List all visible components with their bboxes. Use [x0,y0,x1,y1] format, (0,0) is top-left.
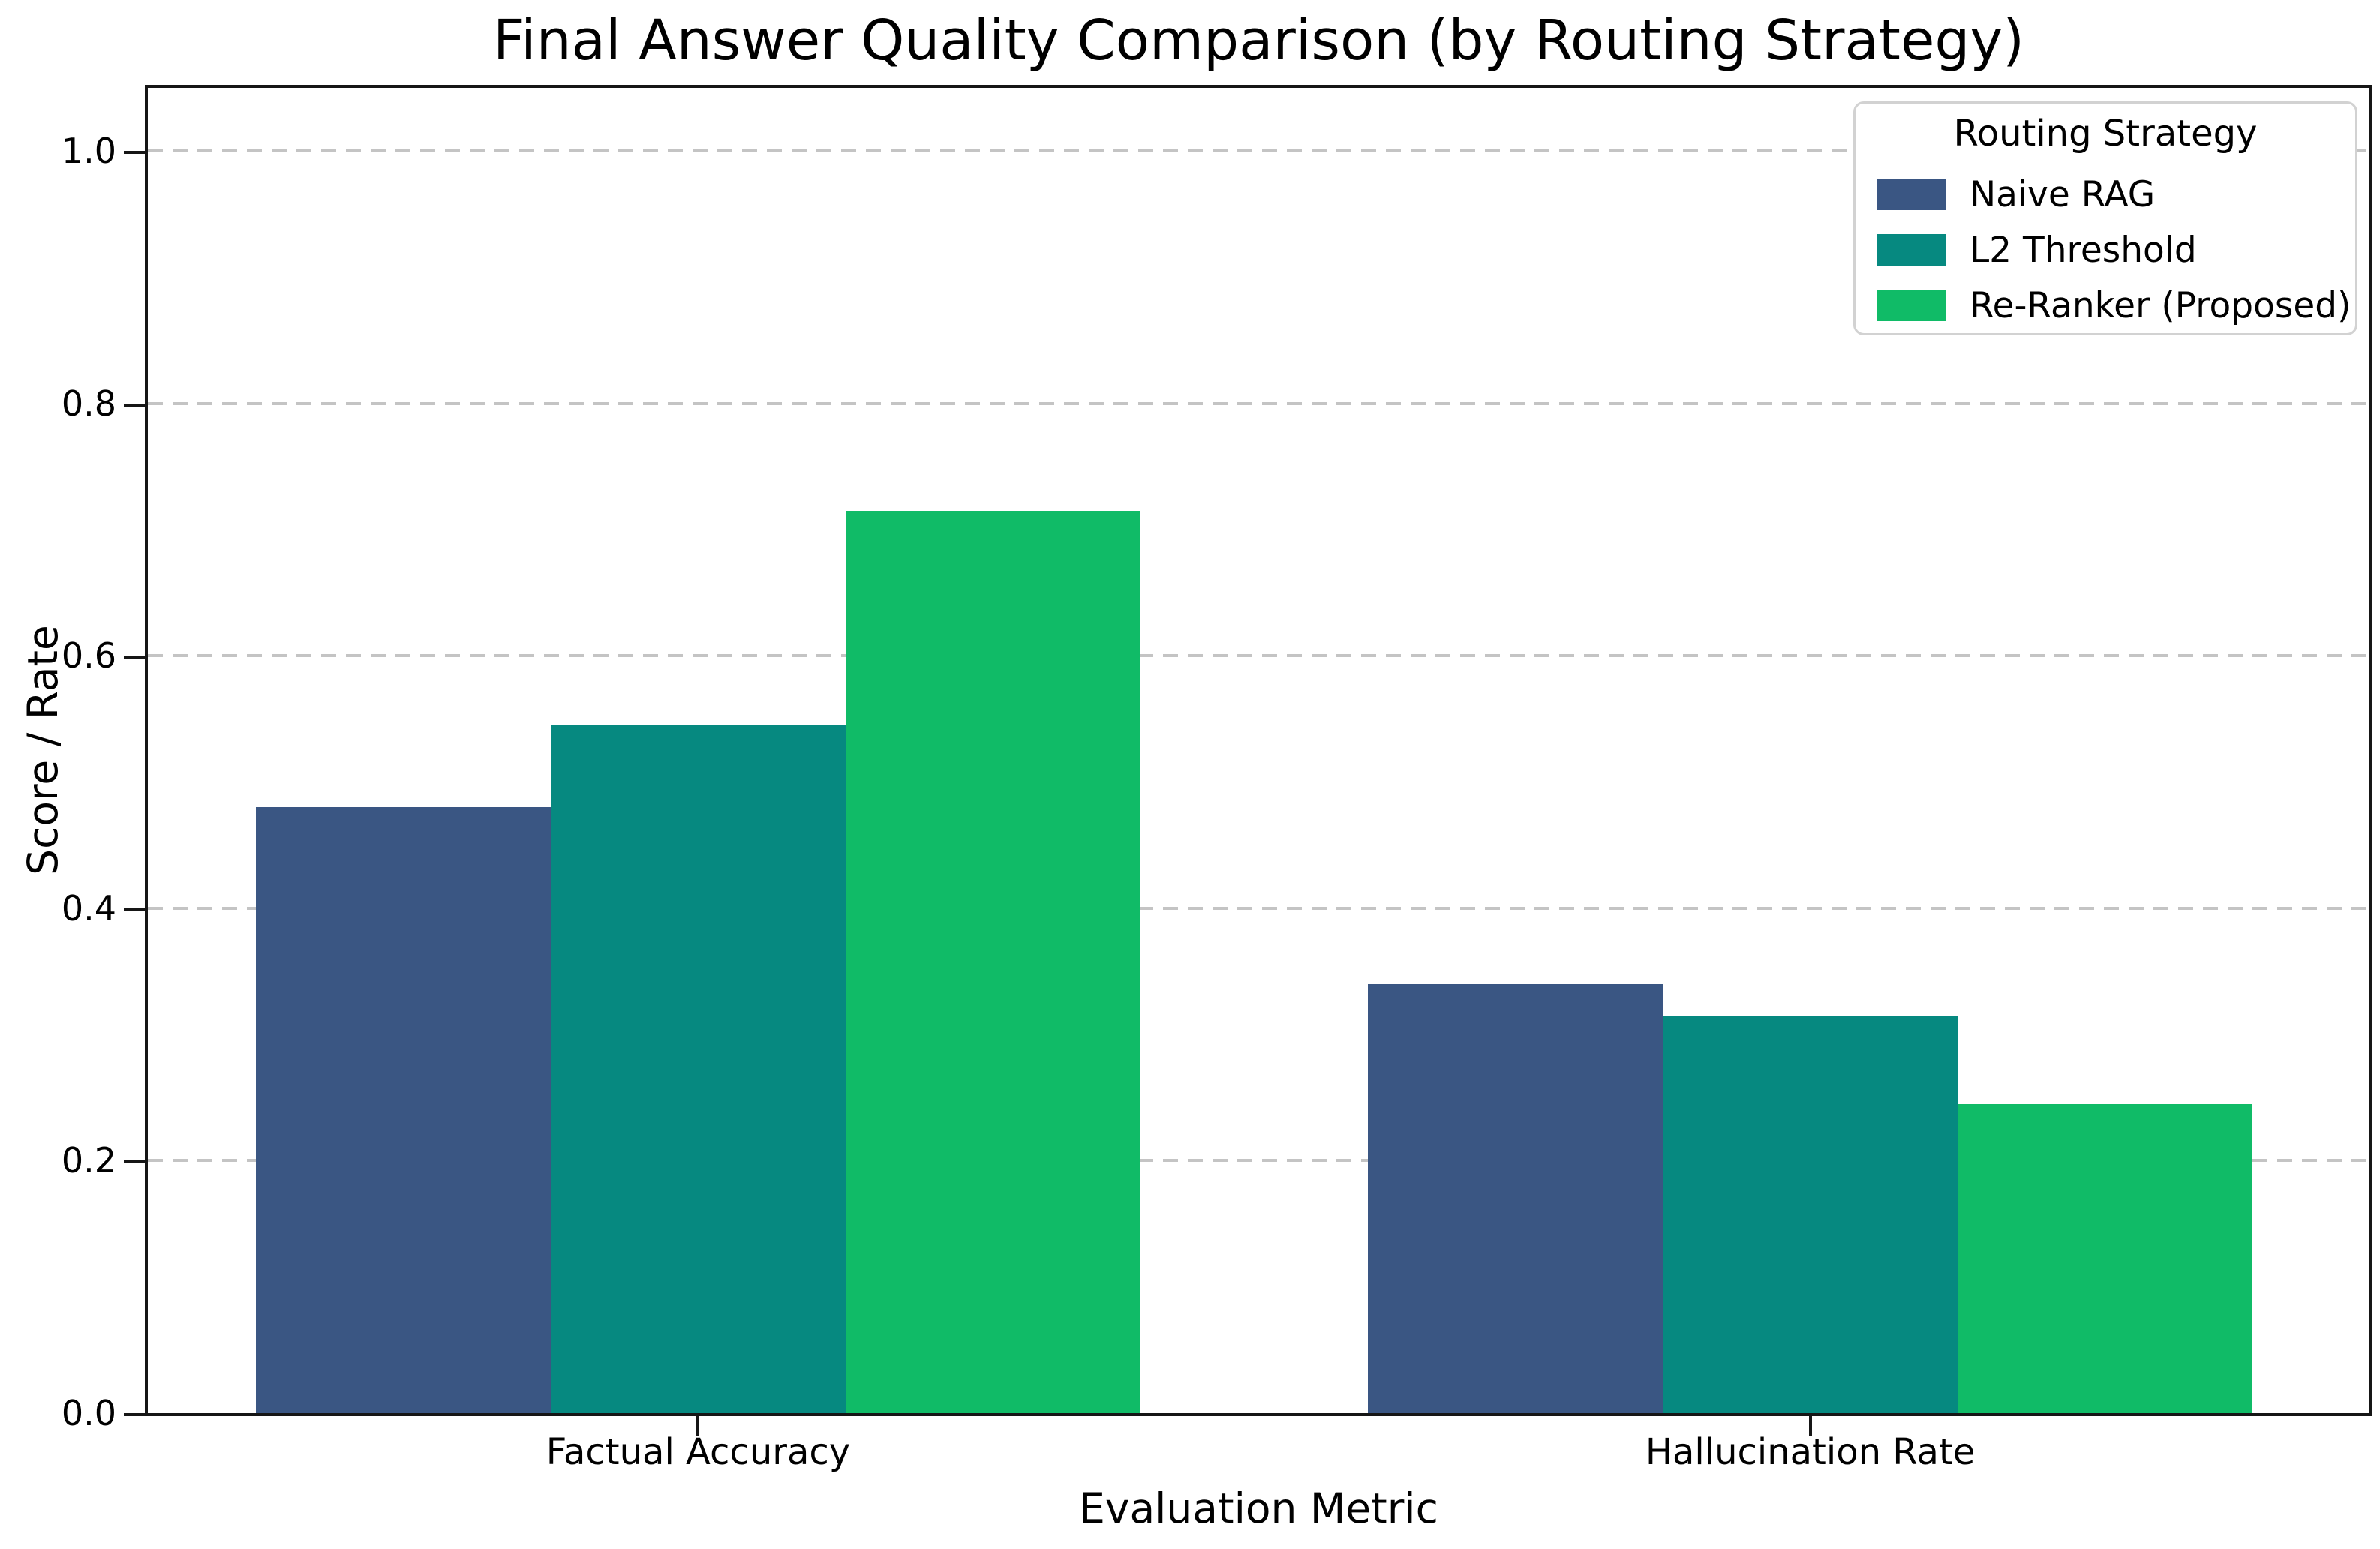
bar-re-ranker-proposed-hallucination-rate [1958,1103,2253,1413]
legend-entry-label: Naive RAG [1970,173,2156,215]
bar-l2-threshold-factual-accuracy [550,725,846,1413]
gridline-0.4 [148,906,2369,910]
legend-row-naive-rag: Naive RAG [1877,167,2343,222]
x-tick-mark-hallucination-rate [1808,1416,1812,1436]
bar-naive-rag-hallucination-rate [1367,983,1663,1413]
x-tick-label-factual-accuracy: Factual Accuracy [545,1431,851,1473]
bar-naive-rag-factual-accuracy [255,807,551,1413]
y-tick-mark-0.4 [124,908,145,911]
legend-row-re-ranker-proposed: Re-Ranker (Proposed) [1877,278,2351,333]
chart-title: Final Answer Quality Comparison (by Rout… [493,8,2024,73]
legend-swatch-re-ranker-proposed [1877,290,1946,321]
y-tick-label-0.2: 0.2 [61,1140,116,1181]
y-tick-label-0.8: 0.8 [61,383,116,424]
legend-swatch-naive-rag [1877,179,1946,210]
x-axis-label: Evaluation Metric [1079,1484,1438,1532]
legend-entry-label: Re-Ranker (Proposed) [1970,284,2351,326]
y-tick-label-1.0: 1.0 [61,131,116,172]
bar-l2-threshold-hallucination-rate [1663,1015,1958,1413]
legend: Routing Strategy Naive RAG L2 Threshold Re… [1853,101,2357,335]
bar-re-ranker-proposed-factual-accuracy [846,510,1141,1413]
gridline-0.2 [148,1159,2369,1163]
legend-title: Routing Strategy [1953,113,2258,155]
gridline-0.6 [148,654,2369,658]
y-tick-mark-0.2 [124,1160,145,1164]
y-tick-label-0.6: 0.6 [61,635,116,677]
legend-rows: Naive RAG L2 Threshold Re-Ranker (Proposed… [1877,167,2351,333]
y-tick-label-0.4: 0.4 [61,887,116,929]
y-tick-mark-1.0 [124,151,145,155]
legend-row-l2-threshold: L2 Threshold [1877,222,2343,278]
y-tick-mark-0.0 [124,1413,145,1416]
gridline-1.0 [148,149,2369,153]
y-tick-mark-0.8 [124,403,145,407]
x-tick-label-hallucination-rate: Hallucination Rate [1645,1431,1976,1473]
y-tick-mark-0.6 [124,656,145,659]
legend-swatch-l2-threshold [1877,234,1946,266]
y-tick-label-0.0: 0.0 [61,1393,116,1433]
gridline-0.8 [148,401,2369,405]
x-tick-mark-factual-accuracy [696,1416,700,1436]
legend-entry-label: L2 Threshold [1970,229,2197,271]
